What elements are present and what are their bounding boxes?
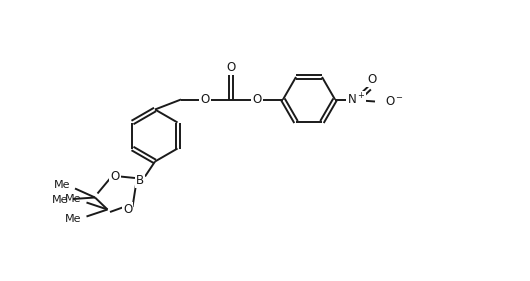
Text: O: O [367,73,377,86]
Text: Me: Me [65,194,82,205]
Text: Me: Me [54,180,70,191]
Text: O$^-$: O$^-$ [385,95,404,108]
Text: B: B [136,174,144,187]
Text: O: O [123,203,132,216]
Text: O: O [252,93,262,106]
Text: O: O [110,170,120,183]
Text: O: O [226,61,236,74]
Text: O: O [200,93,210,106]
Text: N$^+$: N$^+$ [347,92,365,107]
Text: Me: Me [65,214,82,223]
Text: Me: Me [51,195,68,205]
